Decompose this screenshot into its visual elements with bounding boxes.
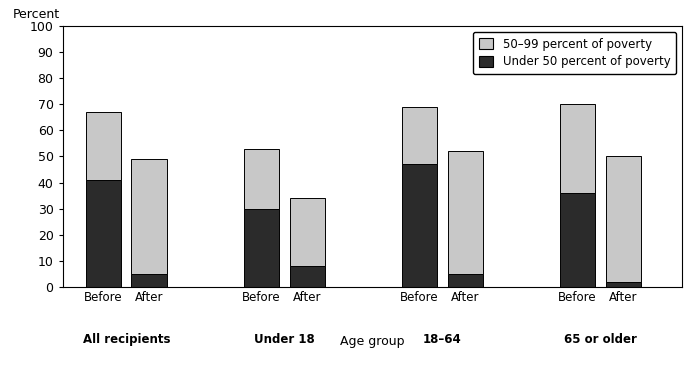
Text: 65 or older: 65 or older (564, 333, 637, 346)
Bar (448, 274, 483, 287)
Bar (560, 193, 595, 287)
Bar (290, 266, 325, 287)
Text: 18–64: 18–64 (423, 333, 462, 346)
Bar (606, 156, 641, 282)
Text: Percent: Percent (13, 7, 61, 21)
Bar (132, 159, 167, 274)
Bar (132, 274, 167, 287)
Legend: 50–99 percent of poverty, Under 50 percent of poverty: 50–99 percent of poverty, Under 50 perce… (473, 32, 677, 74)
Bar (244, 149, 279, 209)
Text: All recipients: All recipients (83, 333, 170, 346)
Bar (560, 104, 595, 193)
Bar (448, 151, 483, 274)
X-axis label: Age group: Age group (340, 335, 404, 348)
Bar (606, 282, 641, 287)
Bar (244, 209, 279, 287)
Bar (402, 107, 437, 164)
Bar (290, 198, 325, 266)
Bar (86, 180, 121, 287)
Bar (86, 112, 121, 180)
Text: Under 18: Under 18 (254, 333, 315, 346)
Bar (402, 164, 437, 287)
